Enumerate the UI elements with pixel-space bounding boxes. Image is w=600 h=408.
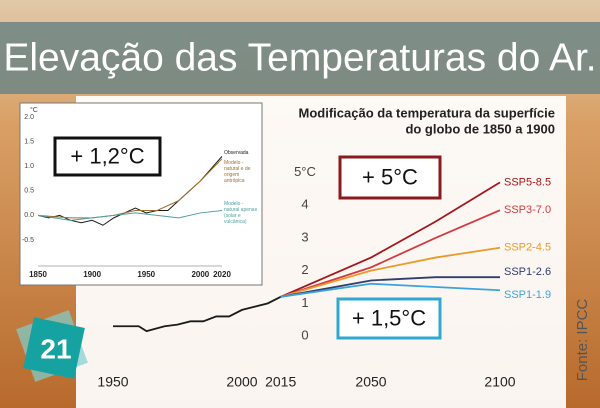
annotation: + 1,5°C — [352, 305, 426, 330]
x-tick-label: 2020 — [213, 270, 231, 279]
badge-front — [23, 317, 85, 379]
y-tick-label: 2.0 — [24, 114, 34, 121]
y-tick-label: 5°C — [294, 164, 316, 179]
legend-label: SSP2-4.5 — [504, 242, 551, 254]
legend-label: Modelo - natural apenas (solar e vulcâni… — [224, 201, 258, 225]
title-band — [0, 22, 600, 94]
y-axis-label: °C — [30, 106, 38, 114]
y-tick-label: 0 — [301, 327, 308, 342]
legend-label: Observada — [224, 150, 249, 156]
badge: 21 — [16, 310, 88, 382]
legend-label: Modelo - natural e de origem antrópica — [224, 160, 251, 184]
series-line — [37, 209, 223, 221]
y-tick-label: 1.5 — [24, 138, 34, 145]
annotation-box — [53, 136, 162, 177]
y-tick-label: 4 — [301, 197, 308, 212]
annotation: + 1,2°C — [70, 143, 144, 168]
x-tick-label: 2050 — [355, 374, 386, 390]
series-line — [280, 282, 501, 298]
x-tick-label: 2015 — [265, 374, 296, 390]
x-tick-label: 1850 — [29, 270, 47, 279]
annotation: + 5°C — [362, 164, 418, 189]
series-line — [280, 276, 500, 298]
x-tick-label: 1950 — [97, 374, 128, 390]
series-line — [280, 209, 501, 298]
x-tick-label: 2000 — [191, 270, 209, 279]
y-tick-label: 1.0 — [24, 163, 34, 170]
series-line — [280, 181, 501, 298]
chart-title: do globo de 1850 a 1900 — [405, 121, 555, 136]
y-tick-label: 2 — [301, 262, 308, 277]
inset-panel — [19, 102, 263, 286]
annotation-box — [336, 297, 442, 340]
x-tick-label: 2000 — [226, 374, 257, 390]
y-tick-label: 1 — [301, 295, 308, 310]
annotation-box — [338, 155, 442, 200]
x-tick-label: 1950 — [137, 270, 155, 279]
y-tick-label: 0.5 — [24, 188, 34, 195]
legend-label: SSP3-7.0 — [504, 204, 551, 216]
x-tick-label: 1900 — [83, 270, 101, 279]
page-title: Elevação das Temperaturas do Ar. — [3, 36, 596, 79]
y-tick-label: 0.0 — [24, 212, 34, 219]
y-tick-label: -0.5 — [22, 237, 34, 244]
series-line — [37, 158, 223, 219]
y-tick-label: 3 — [301, 229, 308, 244]
series-line — [113, 296, 282, 333]
series-line — [280, 246, 501, 298]
source: Fonte: IPCC — [574, 299, 591, 382]
legend-label: SSP1-2.6 — [504, 266, 551, 278]
legend-label: SSP1-1.9 — [504, 289, 551, 301]
legend-label: SSP5-8.5 — [504, 176, 551, 188]
x-tick-label: 2100 — [484, 374, 515, 390]
chart-title: Modificação da temperatura da superfície — [299, 105, 555, 120]
badge-number: 21 — [40, 333, 71, 364]
